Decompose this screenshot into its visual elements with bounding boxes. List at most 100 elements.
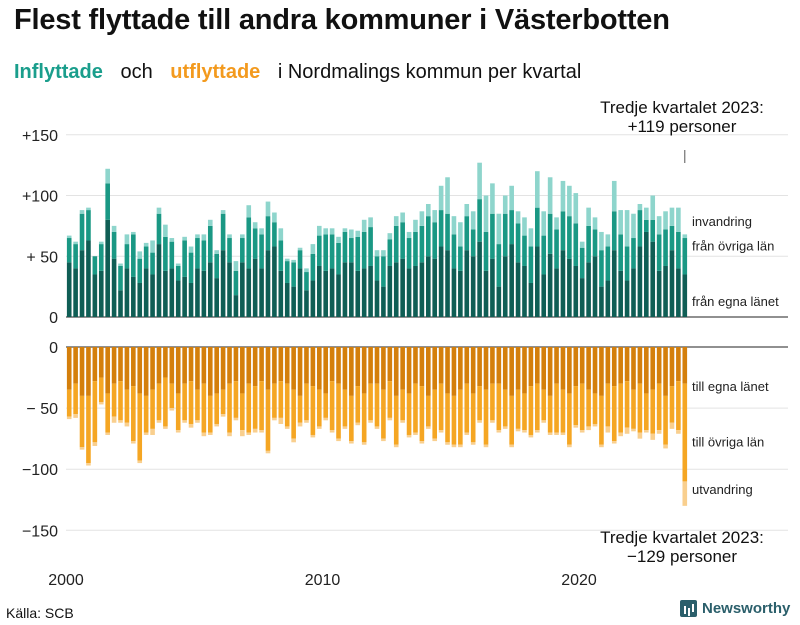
bar-in-egna-lanet: [650, 241, 656, 317]
bar-out-egna-lanet: [169, 347, 175, 384]
bar-out-utvandring: [496, 430, 502, 433]
bar-in-invandring: [169, 238, 175, 242]
annotation-top-line1: Tredje kvartalet 2023:: [600, 98, 764, 117]
bar-in-invandring: [483, 195, 489, 232]
bar-in-egna-lanet: [425, 256, 431, 317]
bar-out-utvandring: [682, 481, 688, 506]
bar-in-ovriga-lan: [567, 216, 572, 259]
bar-in-invandring: [464, 204, 470, 217]
bar-in-egna-lanet: [316, 265, 322, 317]
bar-out-egna-lanet: [656, 347, 662, 384]
bar-in-egna-lanet: [259, 268, 264, 317]
bar-in-ovriga-lan: [169, 241, 175, 269]
bar-out-utvandring: [278, 417, 284, 424]
bar-out-ovriga-lan: [163, 377, 168, 427]
bar-in-ovriga-lan: [182, 240, 187, 277]
bar-in-invandring: [374, 250, 380, 257]
subtitle-utflyttade: utflyttade: [170, 61, 261, 83]
y-tick-label-out: 0: [49, 340, 58, 357]
bar-out-egna-lanet: [419, 347, 425, 387]
bar-in-egna-lanet: [297, 268, 303, 317]
bar-out-utvandring: [66, 416, 72, 420]
x-tick-label: 2020: [561, 572, 597, 589]
bar-in-ovriga-lan: [624, 246, 630, 281]
bar-out-egna-lanet: [650, 347, 656, 390]
bar-out-egna-lanet: [554, 347, 559, 384]
bar-in-invandring: [425, 204, 431, 217]
bar-out-utvandring: [432, 438, 438, 442]
bar-in-ovriga-lan: [644, 219, 649, 232]
bar-out-ovriga-lan: [618, 383, 623, 433]
annotation-bottom: Tredje kvartalet 2023: −129 personer: [582, 528, 782, 566]
bar-in-egna-lanet: [579, 278, 585, 317]
bar-in-invandring: [79, 210, 85, 214]
newsworthy-icon: [680, 600, 697, 617]
bar-out-ovriga-lan: [592, 393, 598, 424]
bar-out-utvandring: [272, 417, 277, 421]
bar-out-ovriga-lan: [541, 389, 547, 421]
bar-in-invandring: [336, 236, 341, 243]
bar-in-ovriga-lan: [188, 252, 194, 283]
bar-out-ovriga-lan: [137, 393, 143, 461]
bar-in-egna-lanet: [509, 244, 514, 317]
bar-out-egna-lanet: [98, 347, 104, 378]
bar-out-ovriga-lan: [182, 383, 187, 421]
bar-out-utvandring: [381, 438, 386, 442]
bar-out-utvandring: [477, 420, 482, 423]
bar-in-egna-lanet: [381, 286, 386, 317]
bar-in-invandring: [272, 212, 277, 223]
bar-in-invandring: [323, 228, 329, 235]
bar-in-invandring: [195, 234, 200, 239]
bar-in-egna-lanet: [233, 295, 239, 317]
bar-in-egna-lanet: [207, 262, 213, 317]
y-tick-label-in: +150: [22, 128, 58, 145]
bar-out-egna-lanet: [156, 347, 162, 384]
bar-in-egna-lanet: [272, 246, 277, 317]
bar-out-ovriga-lan: [220, 389, 226, 415]
bar-out-ovriga-lan: [329, 381, 335, 431]
bar-out-ovriga-lan: [663, 395, 668, 445]
bar-out-utvandring: [143, 432, 149, 435]
bar-out-egna-lanet: [137, 347, 143, 394]
bar-in-egna-lanet: [374, 280, 380, 317]
bar-out-ovriga-lan: [432, 389, 438, 439]
bar-in-egna-lanet: [368, 265, 373, 317]
bar-out-utvandring: [304, 420, 309, 423]
bar-in-egna-lanet: [201, 270, 207, 317]
bar-out-ovriga-lan: [528, 386, 534, 435]
bar-out-ovriga-lan: [381, 389, 386, 439]
bar-out-ovriga-lan: [150, 389, 155, 429]
bar-out-utvandring: [605, 426, 611, 433]
bar-in-egna-lanet: [605, 280, 611, 317]
bar-out-utvandring: [554, 432, 559, 435]
bar-out-egna-lanet: [682, 347, 688, 384]
bar-in-ovriga-lan: [246, 217, 252, 269]
bar-out-utvandring: [214, 423, 219, 427]
series-label-fran-ovriga-lan: från övriga län: [692, 238, 774, 253]
bar-in-egna-lanet: [663, 265, 668, 317]
bar-in-invandring: [663, 211, 668, 230]
bar-in-egna-lanet: [515, 262, 521, 317]
bar-out-egna-lanet: [432, 347, 438, 390]
y-tick-label-out: − 50: [26, 401, 58, 418]
bar-out-ovriga-lan: [336, 383, 341, 439]
bar-out-utvandring: [355, 422, 361, 426]
bar-out-egna-lanet: [567, 347, 572, 394]
bar-in-ovriga-lan: [304, 272, 309, 291]
bar-in-egna-lanet: [304, 290, 309, 317]
bar-in-ovriga-lan: [413, 231, 418, 266]
bar-in-egna-lanet: [175, 280, 181, 317]
bar-in-ovriga-lan: [98, 244, 104, 271]
bar-out-ovriga-lan: [240, 393, 245, 431]
bar-out-utvandring: [336, 438, 341, 442]
bar-in-ovriga-lan: [477, 199, 482, 242]
bar-out-egna-lanet: [195, 347, 200, 390]
bar-in-ovriga-lan: [92, 256, 98, 275]
bar-in-invandring: [451, 216, 457, 235]
bar-in-ovriga-lan: [451, 234, 457, 269]
bar-out-egna-lanet: [535, 347, 540, 384]
bar-out-utvandring: [522, 430, 527, 433]
subtitle-inflyttade: Inflyttade: [14, 61, 103, 83]
bar-in-egna-lanet: [445, 250, 450, 317]
bar-out-ovriga-lan: [599, 395, 604, 445]
